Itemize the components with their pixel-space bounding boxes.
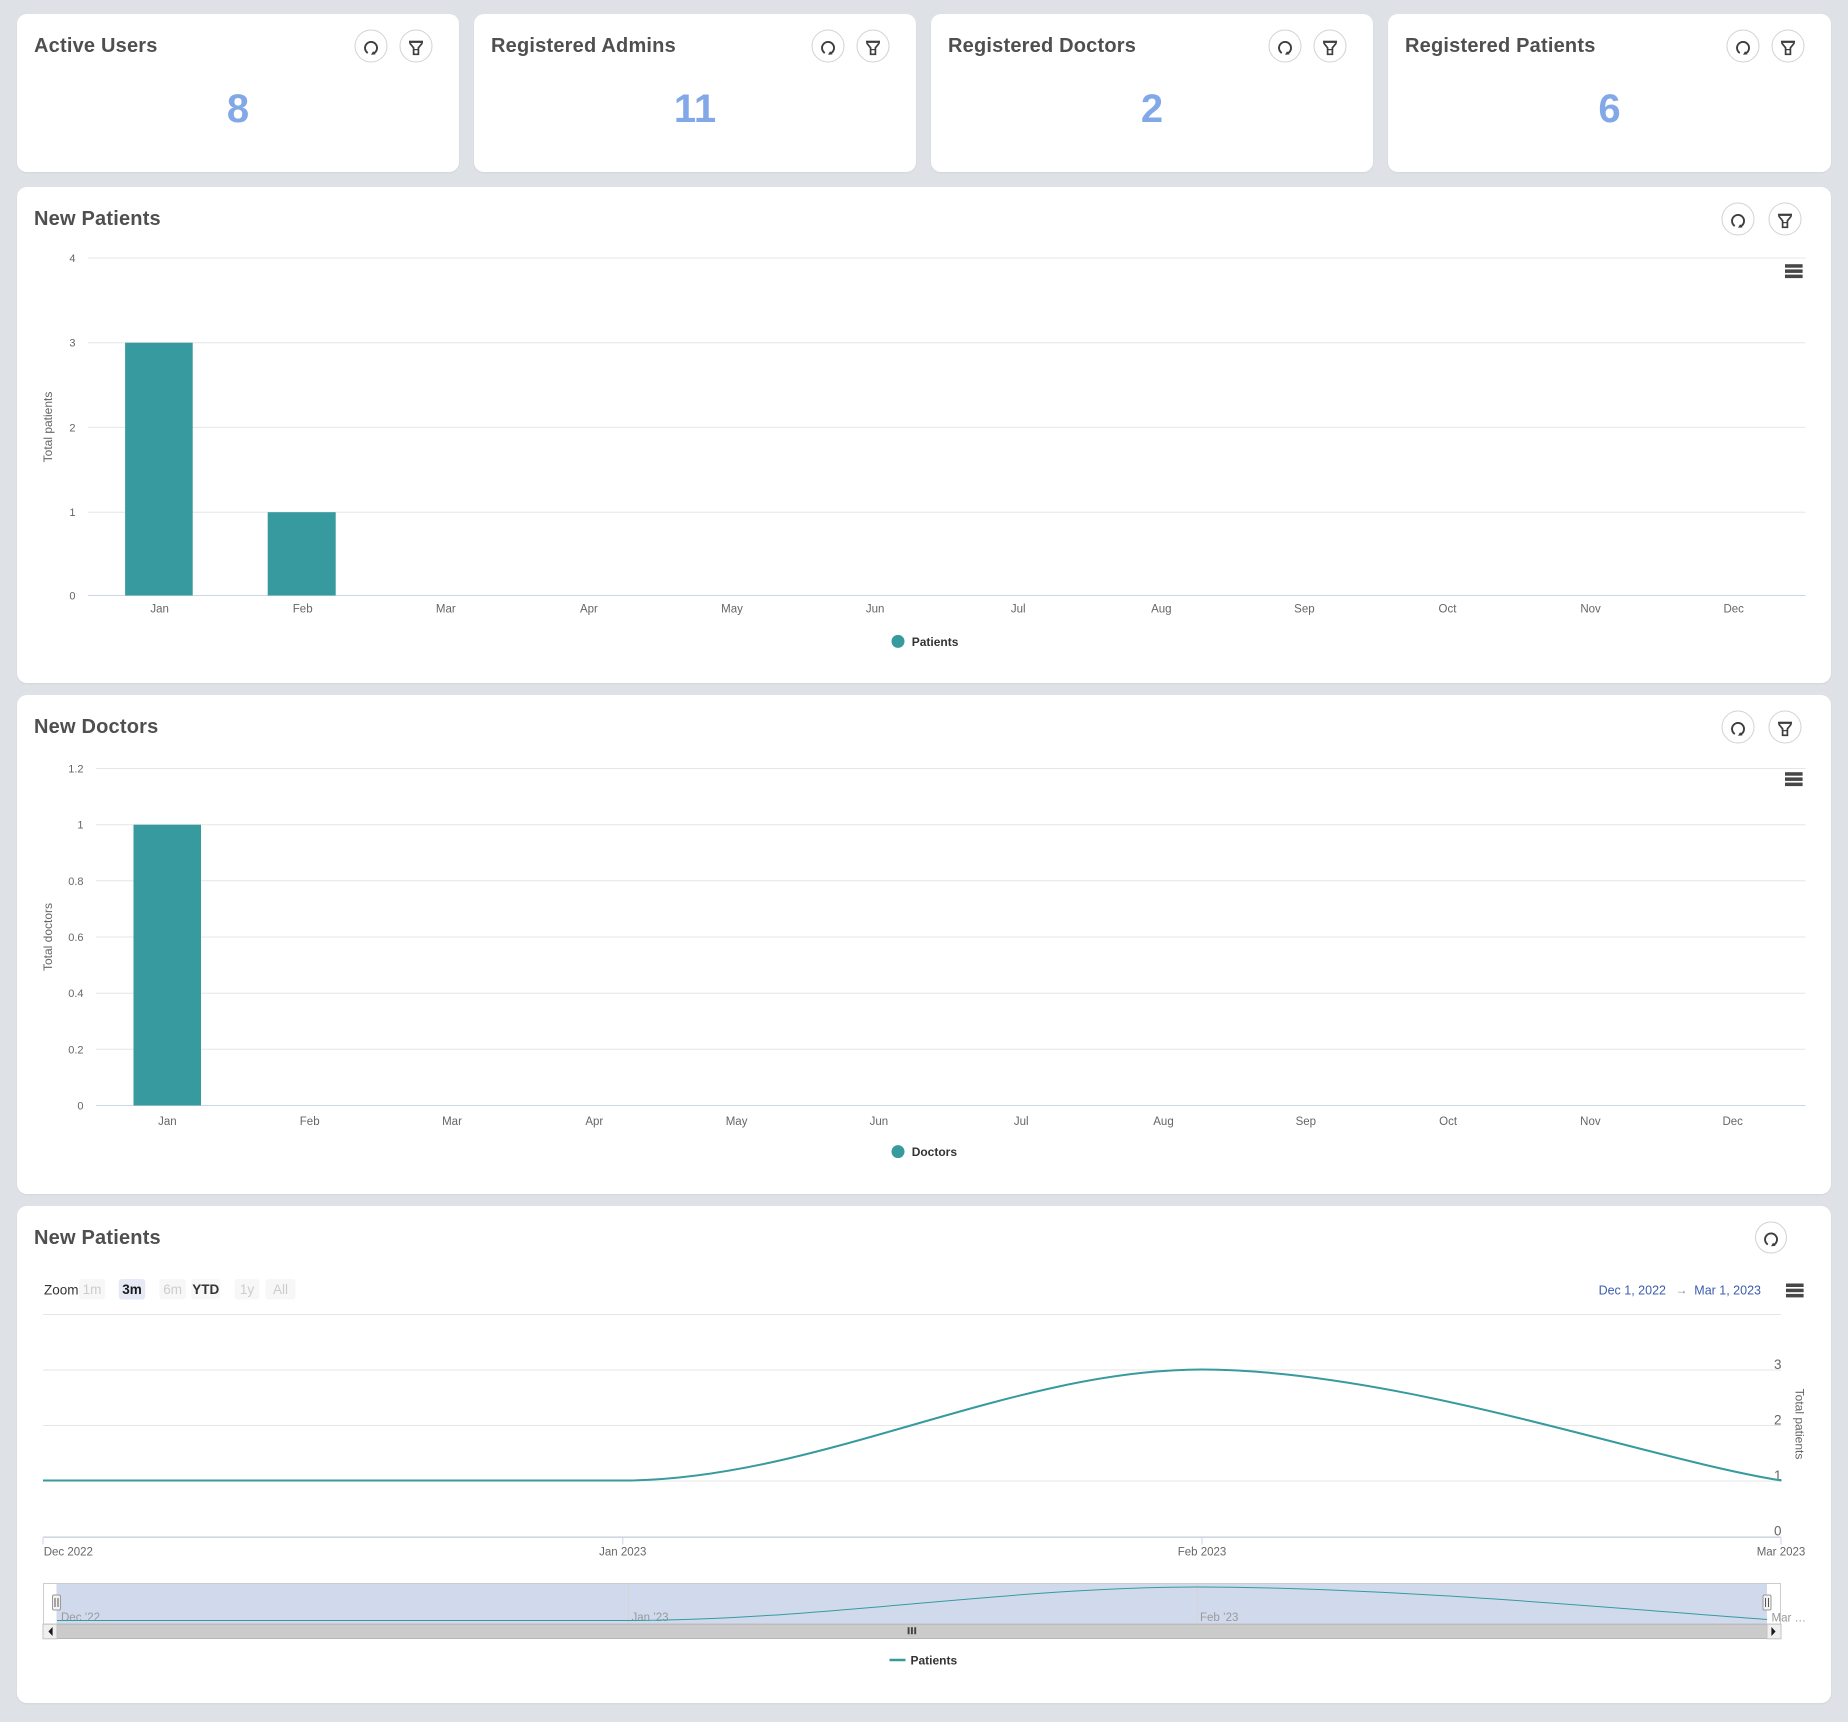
svg-text:YTD: YTD bbox=[192, 1282, 219, 1297]
svg-text:1: 1 bbox=[77, 820, 83, 832]
svg-text:0.4: 0.4 bbox=[68, 988, 83, 1000]
svg-text:May: May bbox=[721, 604, 743, 616]
svg-text:Jan: Jan bbox=[150, 604, 169, 616]
svg-text:1.2: 1.2 bbox=[68, 764, 83, 776]
svg-text:Dec 2022: Dec 2022 bbox=[44, 1547, 93, 1559]
svg-text:Sep: Sep bbox=[1296, 1116, 1316, 1128]
svg-text:Dec ’22: Dec ’22 bbox=[61, 1612, 100, 1624]
svg-text:Aug: Aug bbox=[1153, 1116, 1173, 1128]
svg-text:Apr: Apr bbox=[580, 604, 598, 616]
svg-text:Dec: Dec bbox=[1722, 1116, 1743, 1128]
svg-text:0.6: 0.6 bbox=[68, 932, 83, 944]
svg-text:Dec: Dec bbox=[1723, 604, 1744, 616]
svg-text:2: 2 bbox=[1774, 1413, 1782, 1428]
svg-text:Jun: Jun bbox=[870, 1116, 889, 1128]
svg-text:Doctors: Doctors bbox=[912, 1145, 958, 1159]
svg-text:Jul: Jul bbox=[1014, 1116, 1029, 1128]
svg-text:4: 4 bbox=[69, 253, 75, 265]
svg-text:1: 1 bbox=[69, 507, 75, 519]
svg-text:0.2: 0.2 bbox=[68, 1044, 83, 1056]
svg-text:Jul: Jul bbox=[1011, 604, 1026, 616]
svg-text:All: All bbox=[273, 1282, 288, 1297]
svg-text:Sep: Sep bbox=[1294, 604, 1314, 616]
svg-text:Oct: Oct bbox=[1439, 604, 1458, 616]
svg-text:→: → bbox=[1676, 1283, 1688, 1297]
svg-text:Mar 2023: Mar 2023 bbox=[1757, 1547, 1806, 1559]
svg-text:0.8: 0.8 bbox=[68, 876, 83, 888]
svg-text:0: 0 bbox=[1774, 1524, 1782, 1539]
svg-text:Feb ’23: Feb ’23 bbox=[1200, 1612, 1238, 1624]
svg-text:Dec 1, 2022: Dec 1, 2022 bbox=[1599, 1284, 1666, 1298]
svg-text:Mar …: Mar … bbox=[1772, 1613, 1807, 1625]
svg-text:2: 2 bbox=[69, 422, 75, 434]
svg-text:Mar 1, 2023: Mar 1, 2023 bbox=[1694, 1284, 1761, 1298]
svg-text:3: 3 bbox=[1774, 1357, 1782, 1372]
svg-text:Total doctors: Total doctors bbox=[41, 903, 55, 971]
svg-text:1: 1 bbox=[1774, 1468, 1782, 1483]
svg-text:0: 0 bbox=[77, 1101, 83, 1113]
svg-text:3m: 3m bbox=[122, 1282, 142, 1297]
svg-text:Patients: Patients bbox=[912, 635, 959, 649]
svg-text:Feb: Feb bbox=[293, 604, 313, 616]
svg-text:Jun: Jun bbox=[866, 604, 885, 616]
svg-text:6m: 6m bbox=[163, 1282, 182, 1297]
svg-text:1y: 1y bbox=[240, 1282, 255, 1297]
svg-text:Patients: Patients bbox=[911, 1654, 958, 1668]
svg-text:Jan 2023: Jan 2023 bbox=[599, 1547, 646, 1559]
svg-text:1m: 1m bbox=[83, 1282, 102, 1297]
svg-text:Jan: Jan bbox=[158, 1116, 177, 1128]
svg-text:May: May bbox=[726, 1116, 748, 1128]
svg-text:Total patients: Total patients bbox=[41, 392, 55, 463]
svg-text:Aug: Aug bbox=[1151, 604, 1171, 616]
svg-text:Mar: Mar bbox=[442, 1116, 462, 1128]
svg-text:Apr: Apr bbox=[585, 1116, 603, 1128]
svg-text:Feb 2023: Feb 2023 bbox=[1178, 1547, 1227, 1559]
svg-text:Nov: Nov bbox=[1580, 1116, 1601, 1128]
svg-text:Nov: Nov bbox=[1580, 604, 1601, 616]
svg-text:Oct: Oct bbox=[1439, 1116, 1458, 1128]
svg-text:3: 3 bbox=[69, 338, 75, 350]
svg-text:0: 0 bbox=[69, 591, 75, 603]
svg-text:Jan ’23: Jan ’23 bbox=[632, 1612, 669, 1624]
svg-text:Total patients: Total patients bbox=[1793, 1389, 1807, 1460]
svg-text:Feb: Feb bbox=[300, 1116, 320, 1128]
svg-text:Zoom: Zoom bbox=[44, 1283, 79, 1298]
svg-text:Mar: Mar bbox=[436, 604, 456, 616]
